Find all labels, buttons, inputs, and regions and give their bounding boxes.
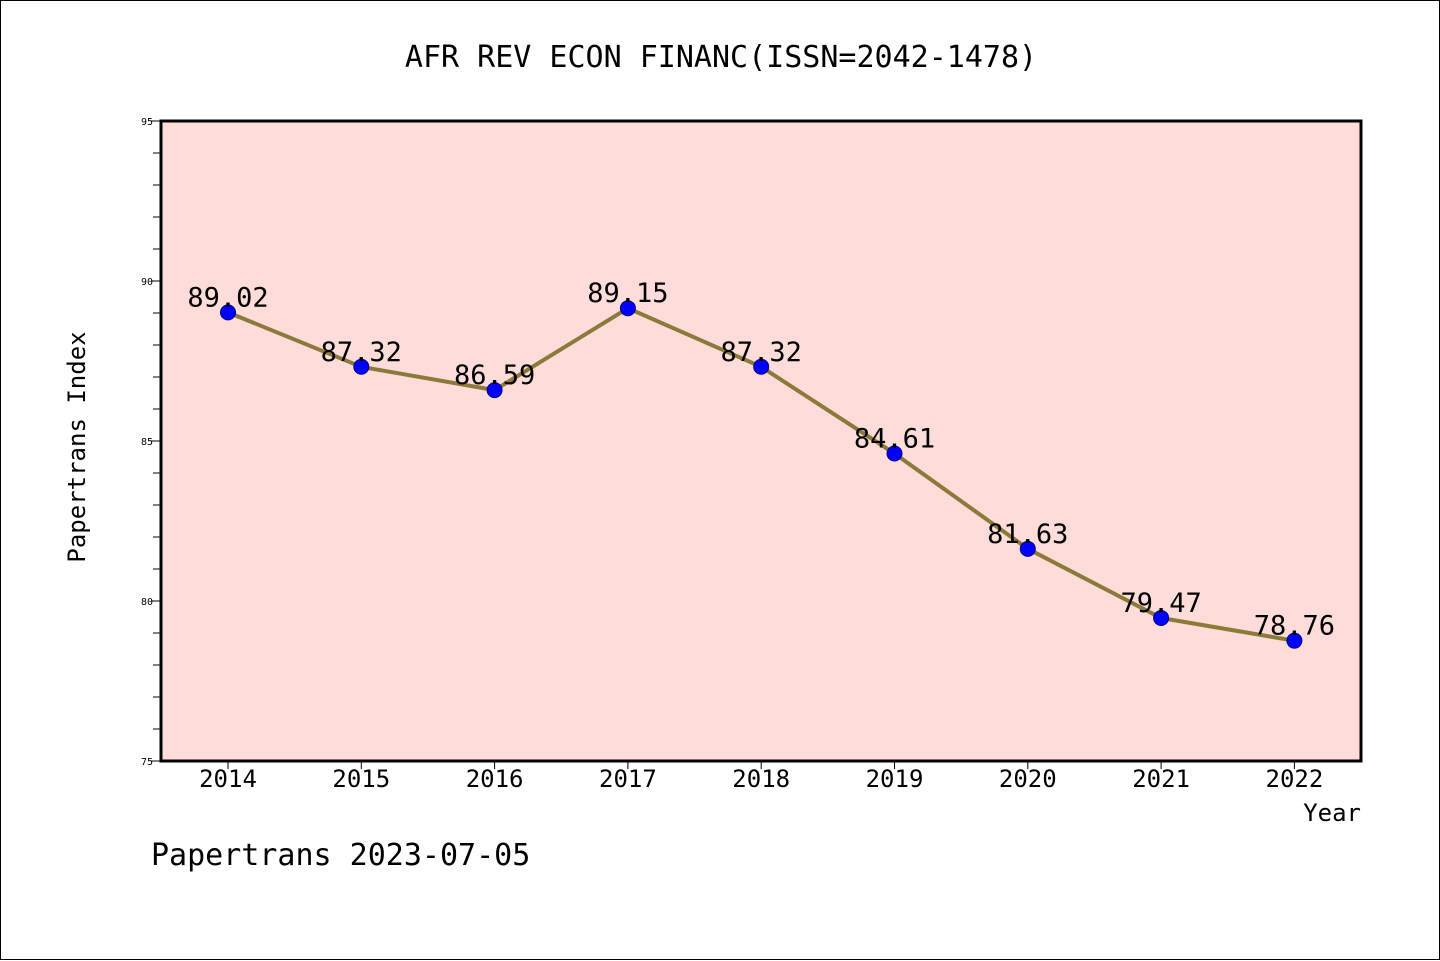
data-value-label: 81.63 [987,519,1068,550]
data-point-marker [220,304,236,321]
data-point-marker [353,358,370,375]
x-axis-ticks: 2014 2015 2016 2017 2018 2019 2020 2021 2022 [199,761,1323,793]
data-value-label: 78.76 [1254,611,1335,642]
y-tick-label: 80 [141,597,153,608]
data-value-label: 87.32 [321,337,402,368]
footer-date-text: Papertrans 2023-07-05 [151,838,530,873]
x-tick-label: 2021 [1132,765,1190,793]
x-tick-label: 2015 [332,765,390,793]
data-value-label: 84.61 [854,423,935,454]
data-point-marker [753,358,770,375]
y-axis-label: Papertrans Index [63,331,91,562]
y-tick-label: 95 [141,117,153,128]
chart-title: AFR REV ECON FINANC(ISSN=2042-1478) [405,40,1037,75]
x-tick-label: 2022 [1266,765,1324,793]
data-point-marker [886,445,903,462]
plot-frame [159,119,1363,763]
x-tick-label: 2017 [599,765,657,793]
x-tick-label: 2014 [199,765,257,793]
data-labels: 89.02 87.32 86.59 89.15 87.32 84.61 81.63 79.47… [187,278,1335,641]
data-value-label: 86.59 [454,360,535,391]
x-tick-label: 2020 [999,765,1057,793]
x-tick-label: 2018 [732,765,790,793]
data-point-marker [1153,609,1170,626]
data-point-marker [486,382,503,399]
y-axis-ticks: 75 80 85 90 95 [141,117,161,768]
x-axis-label: Year [1303,799,1361,827]
data-point-marker [1019,540,1036,557]
plot-area [161,121,1361,761]
y-tick-label: 90 [141,277,153,288]
y-tick-label: 75 [141,757,153,768]
data-value-label: 79.47 [1120,588,1201,619]
data-point-marker [1286,632,1303,649]
data-value-label: 87.32 [721,337,802,368]
data-value-label: 89.02 [187,282,268,313]
data-markers [220,300,1303,649]
data-value-label: 89.15 [587,278,668,309]
x-tick-label: 2016 [466,765,524,793]
y-tick-label: 85 [141,437,153,448]
x-tick-label: 2019 [866,765,924,793]
data-point-marker [619,300,636,317]
